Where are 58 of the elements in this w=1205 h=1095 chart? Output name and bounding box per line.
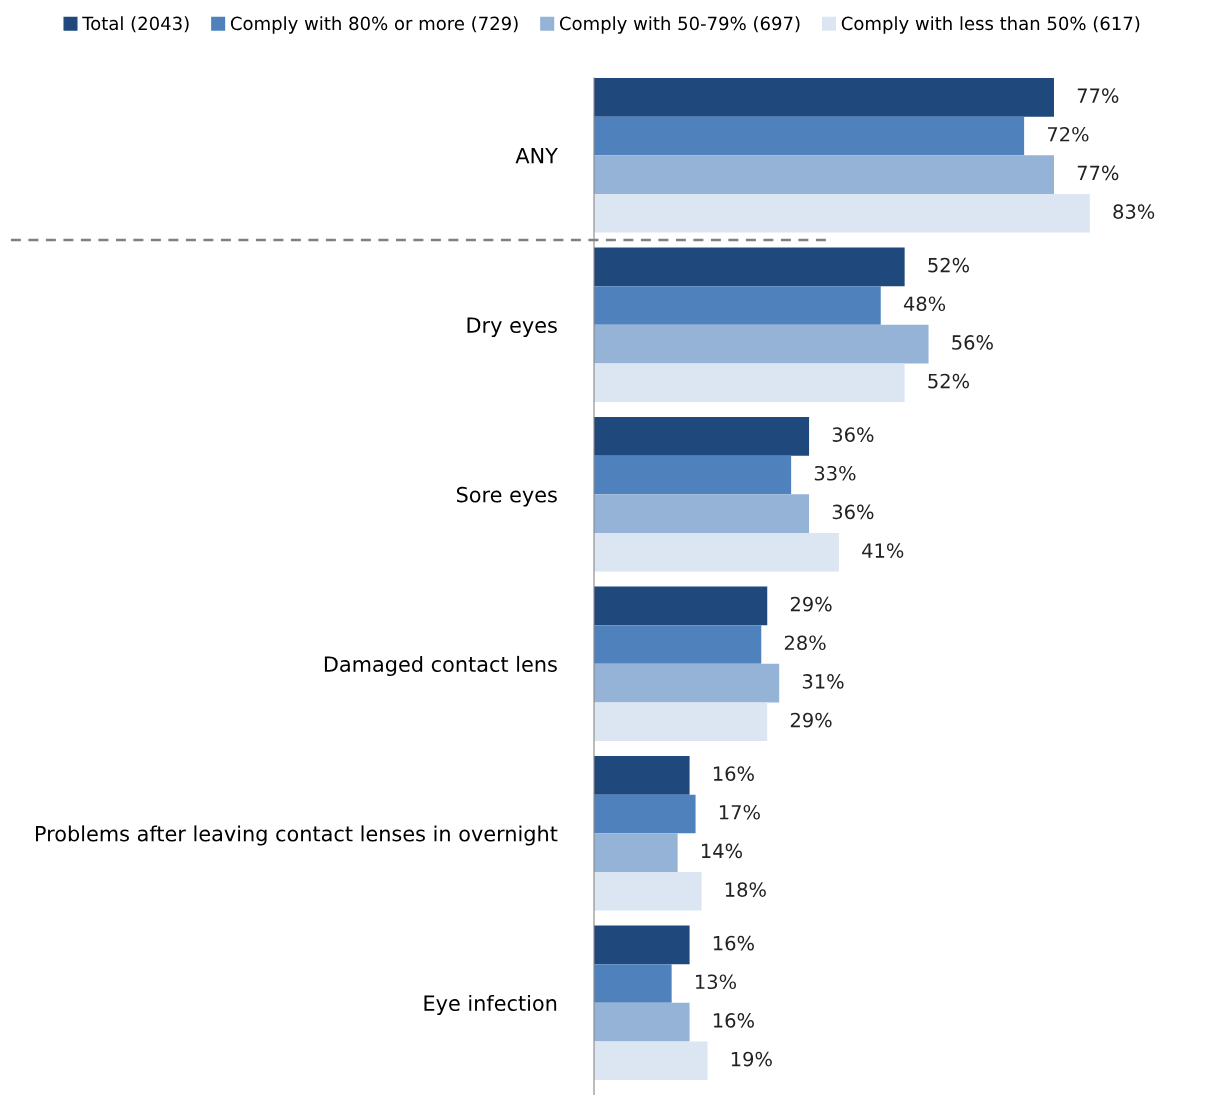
bar (594, 363, 905, 403)
bar (594, 925, 690, 965)
bar (594, 625, 762, 664)
data-label: 72% (1047, 126, 1089, 142)
y-tick-label: Dry eyes (467, 317, 557, 338)
data-label: 16% (713, 1013, 754, 1028)
bar (594, 193, 1090, 233)
data-label: 14% (701, 843, 742, 859)
bar (594, 78, 1054, 117)
data-label: 33% (814, 465, 856, 481)
y-tick-label: Eye infection (424, 994, 557, 1016)
data-label: 13% (696, 974, 737, 990)
bar (594, 532, 839, 572)
bar (594, 871, 702, 911)
data-label: 52% (928, 257, 970, 273)
bar (594, 155, 1054, 194)
data-label: 77% (1077, 165, 1119, 181)
legend-label: Comply with 80% or more (729) (230, 16, 518, 34)
data-label: 56% (952, 335, 993, 350)
data-label: 16% (713, 935, 754, 951)
y-tick-label: Sore eyes (456, 486, 557, 507)
bar (594, 286, 881, 325)
data-label: 36% (832, 504, 874, 520)
data-label: 77% (1077, 88, 1119, 103)
data-label: 19% (731, 1051, 772, 1067)
bar (594, 702, 768, 742)
data-label: 18% (725, 882, 766, 897)
data-label: 48% (903, 296, 946, 312)
legend-label: Total (2043) (82, 16, 189, 33)
y-tick-label: Damaged contact lens (324, 655, 557, 677)
bar (594, 1041, 708, 1081)
bar (594, 324, 929, 364)
legend-label: Comply with less than 50% (617) (841, 16, 1140, 34)
bar (594, 247, 905, 287)
bar (594, 794, 696, 834)
bar (594, 116, 1025, 156)
bar (594, 1002, 690, 1042)
bar (594, 663, 780, 703)
data-label: 29% (790, 712, 832, 728)
bar (594, 455, 792, 495)
bar (594, 417, 810, 456)
bar (594, 833, 678, 872)
data-label: 16% (713, 766, 754, 781)
data-label: 41% (862, 543, 904, 558)
bar (594, 586, 768, 626)
data-label: 29% (790, 596, 832, 612)
y-tick-label: ANY (515, 148, 558, 164)
bar (594, 964, 672, 1003)
legend-label: Comply with 50-79% (697) (559, 16, 800, 34)
data-label: 36% (832, 427, 874, 442)
data-label: 17% (719, 804, 760, 820)
data-label: 52% (928, 373, 970, 389)
data-label: 28% (784, 635, 826, 651)
bar (594, 756, 690, 795)
bar (594, 494, 810, 533)
y-tick-label: Problems after leaving contact lenses in overnight (36, 825, 558, 846)
data-label: 83% (1113, 204, 1155, 219)
data-label: 31% (802, 674, 844, 689)
